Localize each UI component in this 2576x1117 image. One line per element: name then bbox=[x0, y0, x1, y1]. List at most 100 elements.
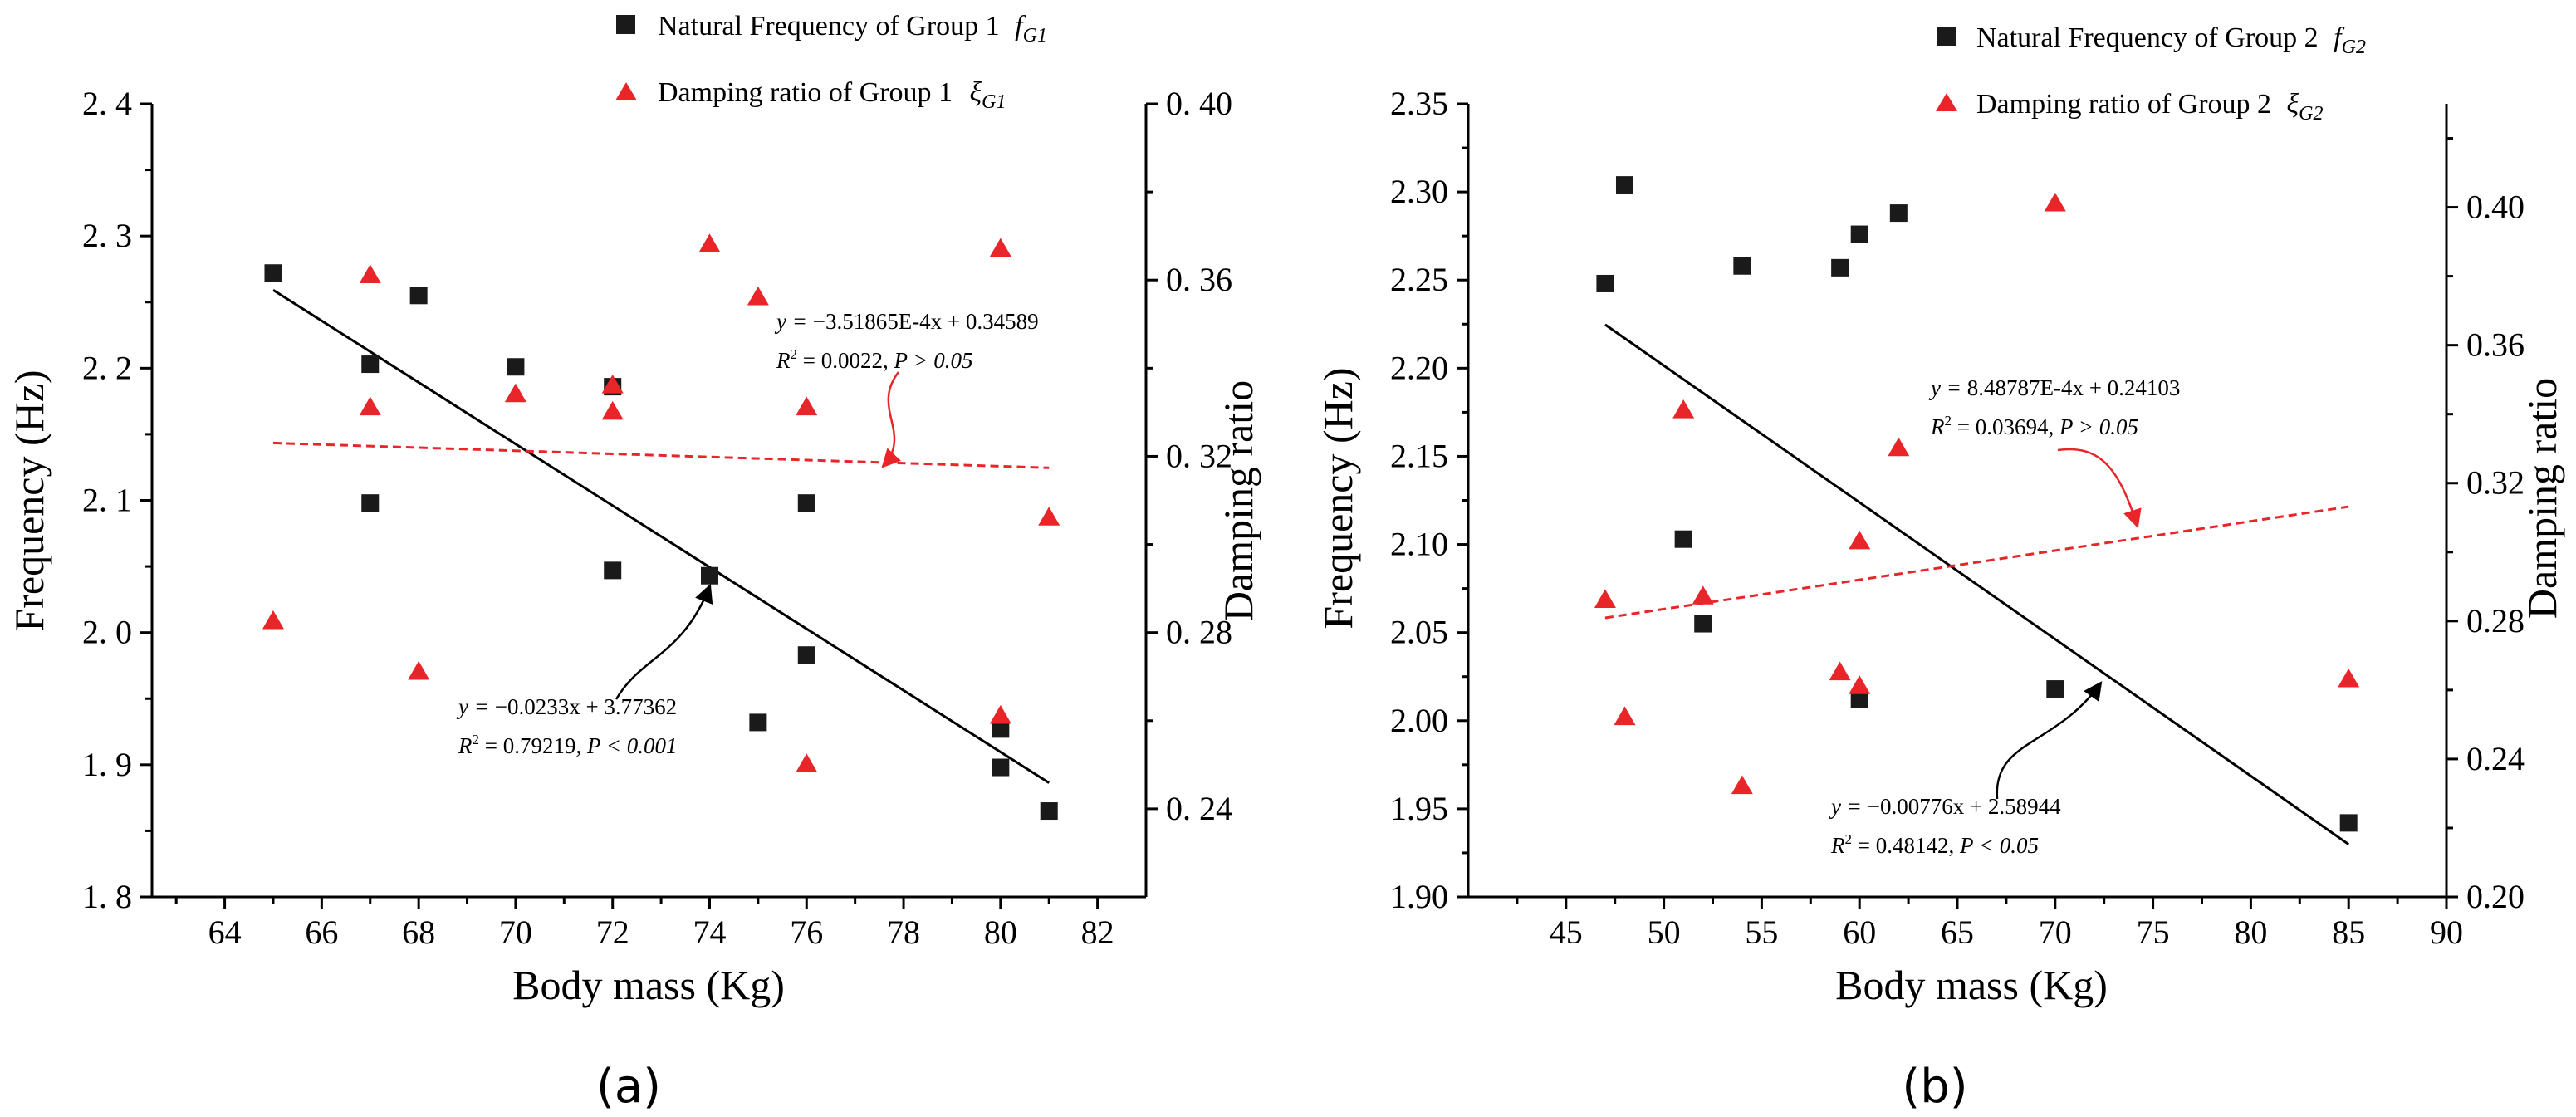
y-left-tick-label: 2. 3 bbox=[82, 217, 132, 254]
y-right-tick-label: 0.32 bbox=[2466, 464, 2525, 502]
fit-equation: y = −0.00776x + 2.58944 bbox=[1829, 794, 2061, 819]
fit-annotation-red: y = −3.51865E-4x + 0.34589 R2 = 0.0022, … bbox=[774, 309, 1039, 468]
y-right-tick-label: 0.24 bbox=[2466, 740, 2525, 777]
x-tick-label: 70 bbox=[499, 914, 532, 951]
legend-square-label: Natural Frequency of Group 1 fG1 bbox=[658, 11, 1047, 47]
y-right-tick-label: 0.40 bbox=[2466, 189, 2525, 226]
x-tick-label: 55 bbox=[1745, 914, 1778, 951]
damping-point bbox=[1038, 507, 1060, 526]
x-axis-ticks: 45 50 55 60 65 70 75 80 85 90 bbox=[1516, 897, 2463, 951]
frequency-point bbox=[1674, 530, 1692, 548]
y-left-tick-label: 2. 0 bbox=[82, 614, 132, 651]
frequency-point bbox=[1694, 615, 1712, 633]
x-tick-label: 76 bbox=[790, 914, 823, 951]
damping-point bbox=[1888, 437, 1910, 457]
y-left-tick-label: 2.05 bbox=[1390, 614, 1448, 651]
damping-point bbox=[1849, 530, 1871, 550]
fit-equation: y = −3.51865E-4x + 0.34589 bbox=[774, 309, 1039, 334]
damping-point bbox=[1849, 675, 1871, 694]
fit-annotation-black: y = −0.0233x + 3.77362 R2 = 0.79219, P <… bbox=[456, 583, 713, 758]
y-left-tick-label: 1. 9 bbox=[82, 746, 132, 783]
y-right-tick-label: 0.28 bbox=[2466, 602, 2525, 639]
x-tick-label: 82 bbox=[1081, 914, 1114, 951]
fit-lines bbox=[1604, 323, 2350, 845]
frequency-point bbox=[361, 494, 380, 512]
frequency-point bbox=[361, 355, 380, 374]
y-right-axis-ticks: 0. 24 0. 28 0. 32 0. 36 0. 40 bbox=[1146, 85, 1232, 827]
y-right-axis-title: Damping ratio bbox=[2519, 378, 2565, 619]
damping-point bbox=[2338, 668, 2360, 688]
damping-point bbox=[989, 704, 1011, 724]
y-left-tick-label: 2.30 bbox=[1390, 173, 1448, 210]
x-tick-label: 90 bbox=[2430, 914, 2463, 951]
damping-point bbox=[2044, 192, 2066, 212]
x-tick-label: 75 bbox=[2137, 914, 2170, 951]
x-tick-label: 45 bbox=[1550, 914, 1583, 951]
x-tick-label: 85 bbox=[2332, 914, 2365, 951]
legend-square-label: Natural Frequency of Group 2 fG2 bbox=[1976, 22, 2366, 58]
frequency-point bbox=[1831, 258, 1849, 277]
legend-triangle-label: Damping ratio of Group 1 ξG1 bbox=[658, 77, 1006, 113]
frequency-point bbox=[797, 646, 815, 664]
y-right-axis-ticks: 0.20 0.24 0.28 0.32 0.36 0.40 bbox=[2446, 137, 2525, 915]
fit-lines bbox=[272, 288, 1050, 784]
y-left-tick-label: 1.95 bbox=[1390, 790, 1448, 827]
damping-point bbox=[989, 238, 1011, 257]
frequency-point bbox=[1040, 802, 1058, 821]
damping-point bbox=[698, 233, 721, 252]
x-tick-label: 65 bbox=[1941, 914, 1974, 951]
annotation-arrow bbox=[2057, 448, 2142, 529]
y-right-axis-title: Damping ratio bbox=[1215, 380, 1261, 621]
frequency-point bbox=[1889, 204, 1908, 223]
damping-point bbox=[796, 396, 818, 416]
y-left-axis-ticks: 1. 8 1. 9 2. 0 2. 1 2. 2 2. 3 2. 4 bbox=[82, 85, 152, 915]
y-right-tick-label: 0. 36 bbox=[1166, 261, 1232, 298]
fit-r-squared: R2 = 0.79219, P < 0.001 bbox=[458, 732, 677, 758]
y-right-tick-label: 0.20 bbox=[2466, 878, 2525, 915]
damping-point bbox=[1829, 661, 1851, 681]
y-right-tick-label: 0. 40 bbox=[1166, 85, 1232, 122]
annotation-arrow bbox=[1996, 681, 2103, 800]
damping-fit-line bbox=[272, 441, 1050, 469]
y-left-tick-label: 2.35 bbox=[1390, 85, 1448, 122]
y-left-tick-label: 2. 2 bbox=[82, 349, 132, 386]
frequency-point bbox=[992, 758, 1010, 777]
axes-frame bbox=[1467, 104, 2448, 899]
legend-triangle-label: Damping ratio of Group 2 ξG2 bbox=[1976, 89, 2323, 125]
frequency-point bbox=[749, 713, 767, 732]
frequency-point bbox=[700, 566, 718, 585]
panel-label: (a) bbox=[596, 1060, 661, 1114]
frequency-point bbox=[1850, 225, 1868, 243]
fit-equation: y = −0.0233x + 3.77362 bbox=[456, 694, 677, 719]
damping-point bbox=[359, 264, 381, 283]
frequency-point bbox=[604, 561, 622, 580]
legend: Natural Frequency of Group 1 fG1 Damping… bbox=[615, 11, 1047, 113]
frequency-point bbox=[1615, 176, 1633, 194]
axes-frame bbox=[150, 104, 1148, 899]
x-tick-label: 74 bbox=[693, 914, 726, 951]
fit-annotation-black: y = −0.00776x + 2.58944 R2 = 0.48142, P … bbox=[1829, 681, 2103, 858]
damping-point bbox=[796, 753, 818, 772]
x-tick-label: 66 bbox=[305, 914, 338, 951]
frequency-point bbox=[1733, 257, 1751, 275]
frequency-fit-line bbox=[1604, 323, 2350, 845]
frequency-point bbox=[507, 358, 525, 376]
y-left-tick-label: 2.20 bbox=[1390, 349, 1448, 386]
frequency-point bbox=[992, 720, 1010, 738]
x-axis-ticks: 64 66 68 70 72 74 76 78 80 82 bbox=[174, 897, 1114, 951]
legend-square-marker bbox=[616, 15, 635, 34]
y-left-tick-label: 2.15 bbox=[1390, 437, 1448, 474]
damping-point bbox=[504, 383, 526, 403]
chart-panel-a: 64 66 68 70 72 74 76 78 80 82 1. 8 1. 9 2. 0 2. 1 2. … bbox=[6, 11, 1261, 1114]
chart-panel-b: 45 50 55 60 65 70 75 80 85 90 1.90 1.95 2.00 2.05 2.1… bbox=[1315, 22, 2565, 1114]
damping-point bbox=[1672, 399, 1695, 419]
damping-point bbox=[601, 400, 624, 420]
y-left-axis-ticks: 1.90 1.95 2.00 2.05 2.10 2.15 2.20 2.25 2.30 2.35 bbox=[1390, 85, 1468, 915]
legend-square-marker bbox=[1937, 27, 1956, 46]
fit-annotation-red: y = 8.48787E-4x + 0.24103 R2 = 0.03694, … bbox=[1928, 375, 2180, 529]
x-axis-title: Body mass (Kg) bbox=[512, 962, 785, 1008]
frequency-point bbox=[1850, 690, 1868, 708]
damping-point bbox=[408, 660, 430, 680]
y-right-tick-label: 0. 24 bbox=[1166, 790, 1232, 827]
